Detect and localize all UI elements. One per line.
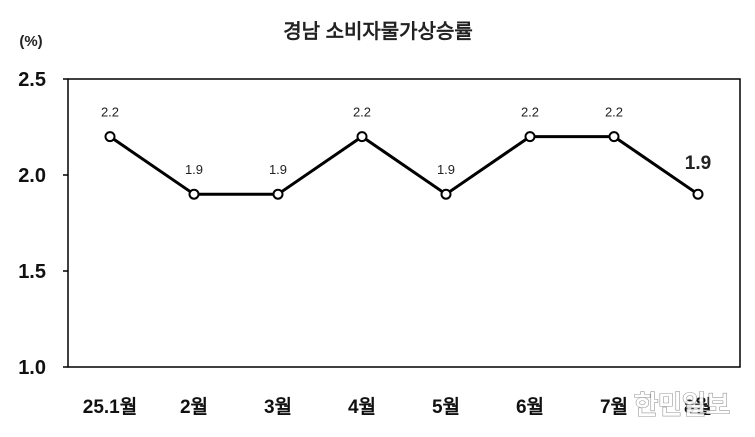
- x-tick-label: 4월: [348, 396, 376, 418]
- data-label: 2.2: [101, 105, 119, 120]
- data-point: [524, 131, 536, 143]
- data-label: 1.9: [185, 162, 203, 177]
- y-unit-label: (%): [19, 33, 42, 50]
- x-axis: 25.1월 2월 3월 4월 5월 6월 7월 8월: [83, 396, 712, 418]
- data-labels: 2.2 1.9 1.9 2.2 1.9 2.2 2.2 1.9: [101, 105, 711, 178]
- x-tick-label: 3월: [264, 396, 292, 418]
- x-tick-label: 25.1월: [83, 396, 137, 418]
- x-tick-label: 7월: [600, 396, 628, 418]
- x-tick-label: 6월: [516, 396, 544, 418]
- data-label: 2.2: [521, 105, 539, 120]
- x-tick-label: 8월: [684, 396, 712, 418]
- data-point: [188, 188, 200, 200]
- data-point: [356, 131, 368, 143]
- series-line: [109, 135, 699, 196]
- data-point: [692, 188, 704, 200]
- series-group: [104, 131, 704, 200]
- y-axis: 2.5 2.0 1.5 1.0: [18, 69, 68, 379]
- data-label: 2.2: [353, 105, 371, 120]
- data-point: [440, 188, 452, 200]
- y-tick-label: 1.5: [18, 261, 46, 283]
- watermark: 한민일보: [634, 390, 730, 420]
- y-tick-label: 2.5: [18, 69, 46, 91]
- x-tick-label: 5월: [432, 396, 460, 418]
- chart-title: 경남 소비자물가상승률: [283, 20, 473, 43]
- data-point: [104, 131, 116, 143]
- data-point: [272, 188, 284, 200]
- data-point: [608, 131, 620, 143]
- x-tick-label: 2월: [180, 396, 208, 418]
- data-label: 1.9: [269, 162, 287, 177]
- data-label-highlight: 1.9: [685, 153, 711, 174]
- plot-area: [67, 78, 741, 368]
- data-label: 1.9: [437, 162, 455, 177]
- y-tick-label: 1.0: [18, 357, 46, 379]
- data-label: 2.2: [605, 105, 623, 120]
- y-tick-label: 2.0: [18, 165, 46, 187]
